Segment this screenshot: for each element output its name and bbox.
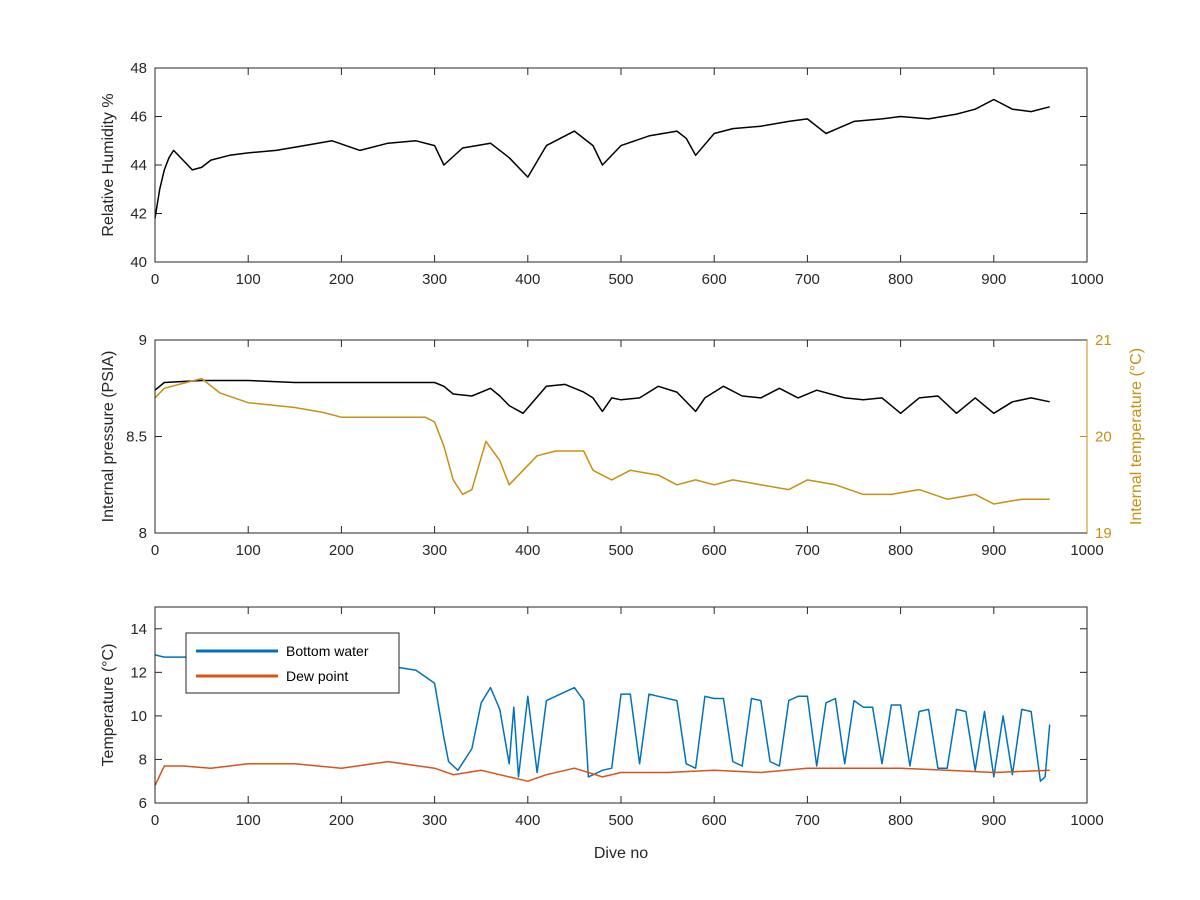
- x-tick-label: 700: [795, 542, 820, 559]
- x-tick-label: 600: [702, 812, 727, 829]
- y-tick-label: 10: [130, 708, 147, 725]
- series-line-1: [154, 98, 1050, 219]
- x-tick-label: 1000: [1070, 542, 1103, 559]
- x-tick-label: 300: [422, 542, 447, 559]
- x-tick-label: 500: [608, 271, 633, 288]
- x-tick-label: 100: [236, 542, 261, 559]
- x-tick-label: 400: [515, 542, 540, 559]
- y-tick-label: 9: [139, 332, 147, 349]
- x-tick-label: 300: [422, 271, 447, 288]
- x-tick-label: 600: [702, 542, 727, 559]
- y-tick-label: 44: [130, 157, 147, 174]
- y-axis-label: Relative Humidity %: [100, 93, 117, 236]
- axes-box: [154, 339, 1088, 534]
- x-tick-label: 300: [422, 812, 447, 829]
- subplot-3: 0 100 200 300 400 500 600 700 800 900 1000 6 8 10 12 14…: [100, 606, 1104, 862]
- x-tick-label: 200: [329, 271, 354, 288]
- x-tick-label: 900: [981, 542, 1006, 559]
- y-tick-label-right: 21: [1095, 332, 1112, 349]
- legend-box: [185, 632, 400, 694]
- x-tick-label: 1000: [1070, 271, 1103, 288]
- series-line-2: [154, 377, 1050, 505]
- legend-label-2: Dew point: [286, 668, 348, 684]
- y-tick-label: 40: [130, 254, 147, 271]
- series-line-1: [154, 379, 1050, 415]
- series-line-1: [154, 654, 1051, 782]
- x-tick-label: 800: [888, 271, 913, 288]
- y-axis-label: Temperature (°C): [100, 644, 117, 767]
- x-tick-label: 600: [702, 271, 727, 288]
- y-tick-label: 8: [139, 525, 147, 542]
- y-tick-label: 46: [130, 109, 147, 126]
- x-axis-label: Dive no: [594, 845, 648, 862]
- legend-label-1: Bottom water: [286, 643, 369, 659]
- y-tick-label: 8: [139, 751, 147, 768]
- subplot-1: 0 100 200 300 400 500 600 700 800 900 1000 40 42 44 46…: [100, 60, 1104, 288]
- x-tick-label: 0: [151, 812, 159, 829]
- x-tick-label: 200: [329, 542, 354, 559]
- x-tick-label: 800: [888, 542, 913, 559]
- y-tick-label: 12: [130, 664, 147, 681]
- x-tick-label: 900: [981, 271, 1006, 288]
- legend: Bottom water Dew point: [185, 632, 400, 694]
- x-tick-label: 100: [236, 271, 261, 288]
- x-tick-label: 700: [795, 812, 820, 829]
- axes-box: [154, 606, 1088, 804]
- x-tick-label: 700: [795, 271, 820, 288]
- x-tick-label: 1000: [1070, 812, 1103, 829]
- x-tick-label: 500: [608, 812, 633, 829]
- x-tick-label: 400: [515, 271, 540, 288]
- y-axis-label: Internal pressure (PSIA): [100, 351, 117, 523]
- series-line-2: [154, 760, 1050, 786]
- axes-box: [154, 67, 1088, 263]
- x-tick-label: 900: [981, 812, 1006, 829]
- x-tick-label: 400: [515, 812, 540, 829]
- x-tick-label: 500: [608, 542, 633, 559]
- x-tick-label: 0: [151, 542, 159, 559]
- y-tick-label: 42: [130, 206, 147, 223]
- x-tick-label: 0: [151, 271, 159, 288]
- x-tick-label: 200: [329, 812, 354, 829]
- y-tick-label: 8.5: [126, 429, 147, 446]
- y-tick-label: 48: [130, 60, 147, 77]
- x-tick-label: 100: [236, 812, 261, 829]
- subplot-2: 0 100 200 300 400 500 600 700 800 900 1000 8 8.5 9 19 2…: [100, 332, 1145, 559]
- x-tick-label: 800: [888, 812, 913, 829]
- y-tick-label-right: 20: [1095, 429, 1112, 446]
- y-tick-label: 6: [139, 795, 147, 812]
- y-tick-label-right: 19: [1095, 525, 1112, 542]
- y-tick-label: 14: [130, 621, 147, 638]
- y-axis-label-right: Internal temperature (°C): [1128, 348, 1145, 525]
